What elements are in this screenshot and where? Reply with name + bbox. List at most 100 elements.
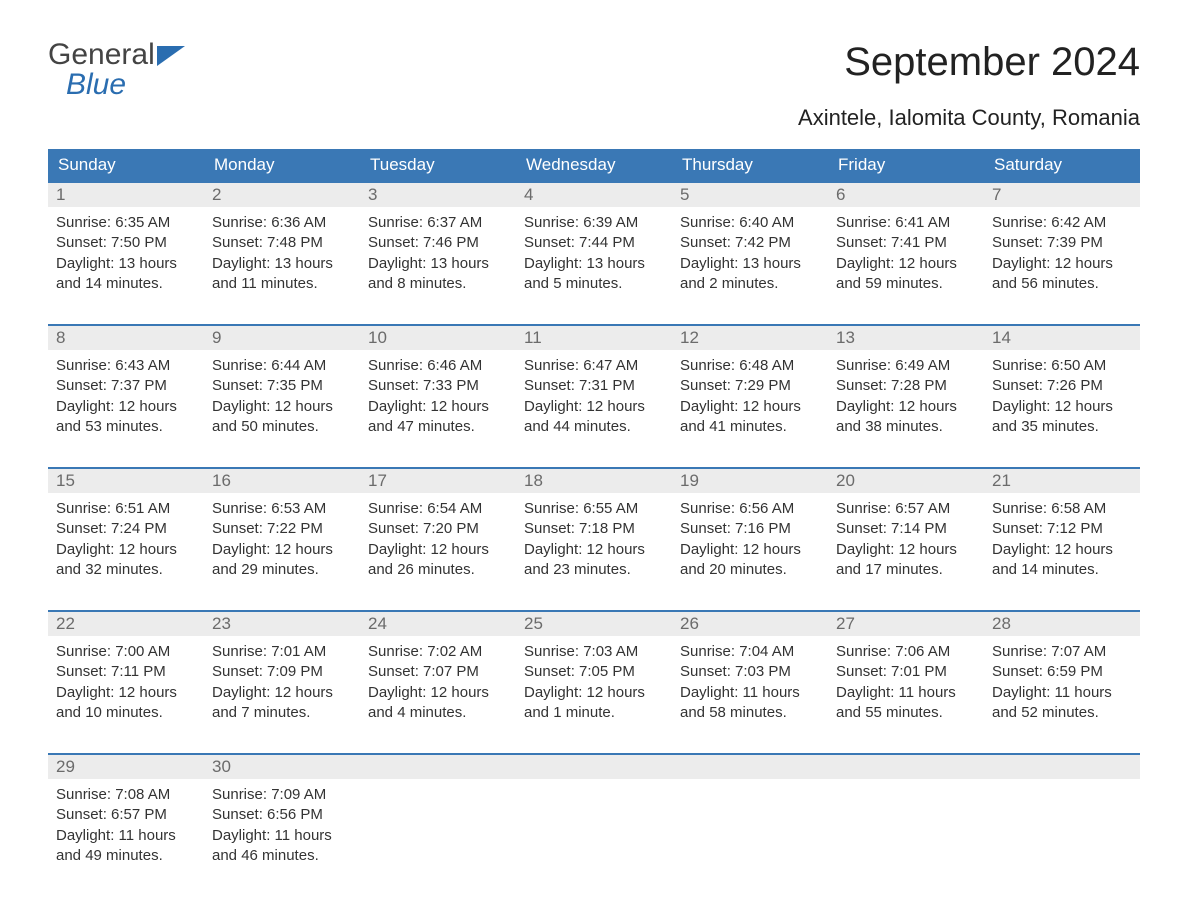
- day-number: 8: [48, 326, 204, 350]
- sunset-text: Sunset: 7:11 PM: [56, 662, 196, 682]
- day-cell: Sunrise: 6:47 AMSunset: 7:31 PMDaylight:…: [516, 350, 672, 443]
- daylight-text: Daylight: 11 hours and 55 minutes.: [836, 683, 976, 724]
- weekday-header-row: SundayMondayTuesdayWednesdayThursdayFrid…: [48, 149, 1140, 181]
- week-row: 1234567Sunrise: 6:35 AMSunset: 7:50 PMDa…: [48, 181, 1140, 300]
- sunrise-text: Sunrise: 6:44 AM: [212, 356, 352, 376]
- day-number: 25: [516, 612, 672, 636]
- flag-icon: [157, 46, 185, 66]
- day-cell: [828, 779, 984, 872]
- sunrise-text: Sunrise: 7:09 AM: [212, 785, 352, 805]
- day-cell: Sunrise: 6:35 AMSunset: 7:50 PMDaylight:…: [48, 207, 204, 300]
- sunset-text: Sunset: 7:14 PM: [836, 519, 976, 539]
- day-cell: Sunrise: 6:48 AMSunset: 7:29 PMDaylight:…: [672, 350, 828, 443]
- sunset-text: Sunset: 7:41 PM: [836, 233, 976, 253]
- day-cell: Sunrise: 6:53 AMSunset: 7:22 PMDaylight:…: [204, 493, 360, 586]
- daylight-text: Daylight: 12 hours and 50 minutes.: [212, 397, 352, 438]
- daylight-text: Daylight: 11 hours and 46 minutes.: [212, 826, 352, 867]
- week-row: 22232425262728Sunrise: 7:00 AMSunset: 7:…: [48, 610, 1140, 729]
- sunrise-text: Sunrise: 6:54 AM: [368, 499, 508, 519]
- day-cell: Sunrise: 7:02 AMSunset: 7:07 PMDaylight:…: [360, 636, 516, 729]
- day-cell: Sunrise: 6:49 AMSunset: 7:28 PMDaylight:…: [828, 350, 984, 443]
- day-number: 1: [48, 183, 204, 207]
- day-cell: Sunrise: 6:57 AMSunset: 7:14 PMDaylight:…: [828, 493, 984, 586]
- day-number: 6: [828, 183, 984, 207]
- weekday-header: Sunday: [48, 149, 204, 181]
- daylight-text: Daylight: 13 hours and 2 minutes.: [680, 254, 820, 295]
- daylight-text: Daylight: 12 hours and 35 minutes.: [992, 397, 1132, 438]
- sunset-text: Sunset: 7:20 PM: [368, 519, 508, 539]
- title-block: September 2024 Axintele, Ialomita County…: [798, 40, 1140, 131]
- day-cell: Sunrise: 6:46 AMSunset: 7:33 PMDaylight:…: [360, 350, 516, 443]
- day-number: 3: [360, 183, 516, 207]
- day-number: 24: [360, 612, 516, 636]
- sunset-text: Sunset: 7:31 PM: [524, 376, 664, 396]
- day-number: 23: [204, 612, 360, 636]
- sunset-text: Sunset: 7:12 PM: [992, 519, 1132, 539]
- sunrise-text: Sunrise: 6:39 AM: [524, 213, 664, 233]
- sunset-text: Sunset: 7:29 PM: [680, 376, 820, 396]
- sunset-text: Sunset: 7:37 PM: [56, 376, 196, 396]
- day-cell: Sunrise: 6:56 AMSunset: 7:16 PMDaylight:…: [672, 493, 828, 586]
- sunset-text: Sunset: 7:28 PM: [836, 376, 976, 396]
- sunrise-text: Sunrise: 6:57 AM: [836, 499, 976, 519]
- sunrise-text: Sunrise: 6:37 AM: [368, 213, 508, 233]
- day-number: 17: [360, 469, 516, 493]
- sunrise-text: Sunrise: 6:49 AM: [836, 356, 976, 376]
- logo-word2: Blue: [66, 68, 126, 101]
- day-cell: [360, 779, 516, 872]
- daylight-text: Daylight: 12 hours and 14 minutes.: [992, 540, 1132, 581]
- day-number: 7: [984, 183, 1140, 207]
- sunset-text: Sunset: 7:33 PM: [368, 376, 508, 396]
- sunrise-text: Sunrise: 7:07 AM: [992, 642, 1132, 662]
- day-cell: [984, 779, 1140, 872]
- day-number: 15: [48, 469, 204, 493]
- week-row: 15161718192021Sunrise: 6:51 AMSunset: 7:…: [48, 467, 1140, 586]
- sunrise-text: Sunrise: 6:53 AM: [212, 499, 352, 519]
- weekday-header: Friday: [828, 149, 984, 181]
- sunrise-text: Sunrise: 6:47 AM: [524, 356, 664, 376]
- logo-word1: General: [48, 38, 155, 71]
- sunset-text: Sunset: 7:35 PM: [212, 376, 352, 396]
- daylight-text: Daylight: 12 hours and 10 minutes.: [56, 683, 196, 724]
- sunrise-text: Sunrise: 7:02 AM: [368, 642, 508, 662]
- daylight-text: Daylight: 11 hours and 58 minutes.: [680, 683, 820, 724]
- daylight-text: Daylight: 13 hours and 5 minutes.: [524, 254, 664, 295]
- sunset-text: Sunset: 7:22 PM: [212, 519, 352, 539]
- day-number: 20: [828, 469, 984, 493]
- day-cell: Sunrise: 7:07 AMSunset: 6:59 PMDaylight:…: [984, 636, 1140, 729]
- sunrise-text: Sunrise: 6:41 AM: [836, 213, 976, 233]
- day-number: 4: [516, 183, 672, 207]
- day-cell: Sunrise: 7:03 AMSunset: 7:05 PMDaylight:…: [516, 636, 672, 729]
- daylight-text: Daylight: 11 hours and 49 minutes.: [56, 826, 196, 867]
- daylight-text: Daylight: 13 hours and 8 minutes.: [368, 254, 508, 295]
- day-cell: Sunrise: 6:41 AMSunset: 7:41 PMDaylight:…: [828, 207, 984, 300]
- daylight-text: Daylight: 12 hours and 20 minutes.: [680, 540, 820, 581]
- daylight-text: Daylight: 12 hours and 32 minutes.: [56, 540, 196, 581]
- sunrise-text: Sunrise: 6:48 AM: [680, 356, 820, 376]
- daylight-text: Daylight: 12 hours and 7 minutes.: [212, 683, 352, 724]
- sunset-text: Sunset: 7:03 PM: [680, 662, 820, 682]
- day-cell: Sunrise: 6:36 AMSunset: 7:48 PMDaylight:…: [204, 207, 360, 300]
- week-row: 891011121314Sunrise: 6:43 AMSunset: 7:37…: [48, 324, 1140, 443]
- daylight-text: Daylight: 12 hours and 44 minutes.: [524, 397, 664, 438]
- daylight-text: Daylight: 12 hours and 23 minutes.: [524, 540, 664, 581]
- sunrise-text: Sunrise: 6:36 AM: [212, 213, 352, 233]
- day-number: 21: [984, 469, 1140, 493]
- sunset-text: Sunset: 7:26 PM: [992, 376, 1132, 396]
- daylight-text: Daylight: 12 hours and 56 minutes.: [992, 254, 1132, 295]
- sunrise-text: Sunrise: 6:42 AM: [992, 213, 1132, 233]
- sunset-text: Sunset: 7:01 PM: [836, 662, 976, 682]
- sunrise-text: Sunrise: 7:04 AM: [680, 642, 820, 662]
- weeks-container: 1 23 4567 Sunrise: 6:35 AMSunset: 7:50 PMDa…: [48, 181, 1140, 872]
- daylight-text: Daylight: 12 hours and 29 minutes.: [212, 540, 352, 581]
- day-number: 5: [672, 183, 828, 207]
- sunset-text: Sunset: 6:59 PM: [992, 662, 1132, 682]
- day-cell: Sunrise: 7:09 AMSunset: 6:56 PMDaylight:…: [204, 779, 360, 872]
- day-number: 9: [204, 326, 360, 350]
- day-number: 14: [984, 326, 1140, 350]
- daylight-text: Daylight: 12 hours and 59 minutes.: [836, 254, 976, 295]
- sunrise-text: Sunrise: 6:43 AM: [56, 356, 196, 376]
- day-cell: Sunrise: 6:43 AMSunset: 7:37 PMDaylight:…: [48, 350, 204, 443]
- day-cell: Sunrise: 7:01 AMSunset: 7:09 PMDaylight:…: [204, 636, 360, 729]
- day-cell: Sunrise: 7:00 AMSunset: 7:11 PMDaylight:…: [48, 636, 204, 729]
